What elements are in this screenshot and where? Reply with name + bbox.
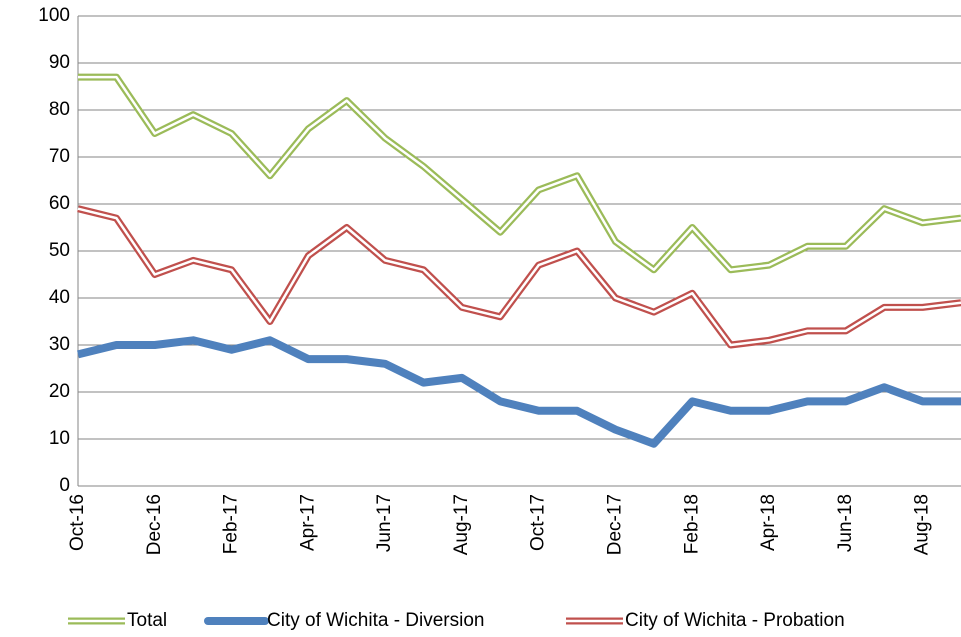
legend-label: City of Wichita - Probation xyxy=(625,610,845,631)
series-line xyxy=(77,336,961,448)
x-tick-label: Feb-17 xyxy=(221,494,242,554)
x-tick-label: Dec-16 xyxy=(144,494,165,555)
y-tick-label: 60 xyxy=(49,193,70,214)
y-tick-label: 100 xyxy=(38,5,70,26)
y-tick-label: 80 xyxy=(49,99,70,120)
y-tick-label: 40 xyxy=(49,287,70,308)
series-line xyxy=(77,205,961,349)
series-line-inner xyxy=(78,75,961,272)
series-line xyxy=(78,73,961,274)
x-tick-label: Oct-16 xyxy=(67,494,88,551)
x-tick-label: Feb-18 xyxy=(681,494,702,554)
x-tick-label: Apr-18 xyxy=(758,494,779,551)
x-tick-label: Aug-18 xyxy=(912,494,933,555)
y-tick-label: 50 xyxy=(49,240,70,261)
x-tick-label: Jun-18 xyxy=(835,494,856,552)
y-tick-label: 0 xyxy=(59,475,70,496)
legend-label: City of Wichita - Diversion xyxy=(267,610,485,631)
x-tick-label: Dec-17 xyxy=(604,494,625,555)
y-tick-label: 30 xyxy=(49,334,70,355)
series-line-inner xyxy=(77,207,961,347)
y-tick-label: 20 xyxy=(49,381,70,402)
y-tick-label: 90 xyxy=(49,52,70,73)
y-tick-label: 70 xyxy=(49,146,70,167)
x-tick-label: Oct-17 xyxy=(528,494,549,551)
legend-label: Total xyxy=(127,610,167,631)
x-tick-label: Apr-17 xyxy=(297,494,318,551)
x-tick-label: Jun-17 xyxy=(374,494,395,552)
y-tick-label: 10 xyxy=(49,428,70,449)
x-tick-label: Aug-17 xyxy=(451,494,472,555)
